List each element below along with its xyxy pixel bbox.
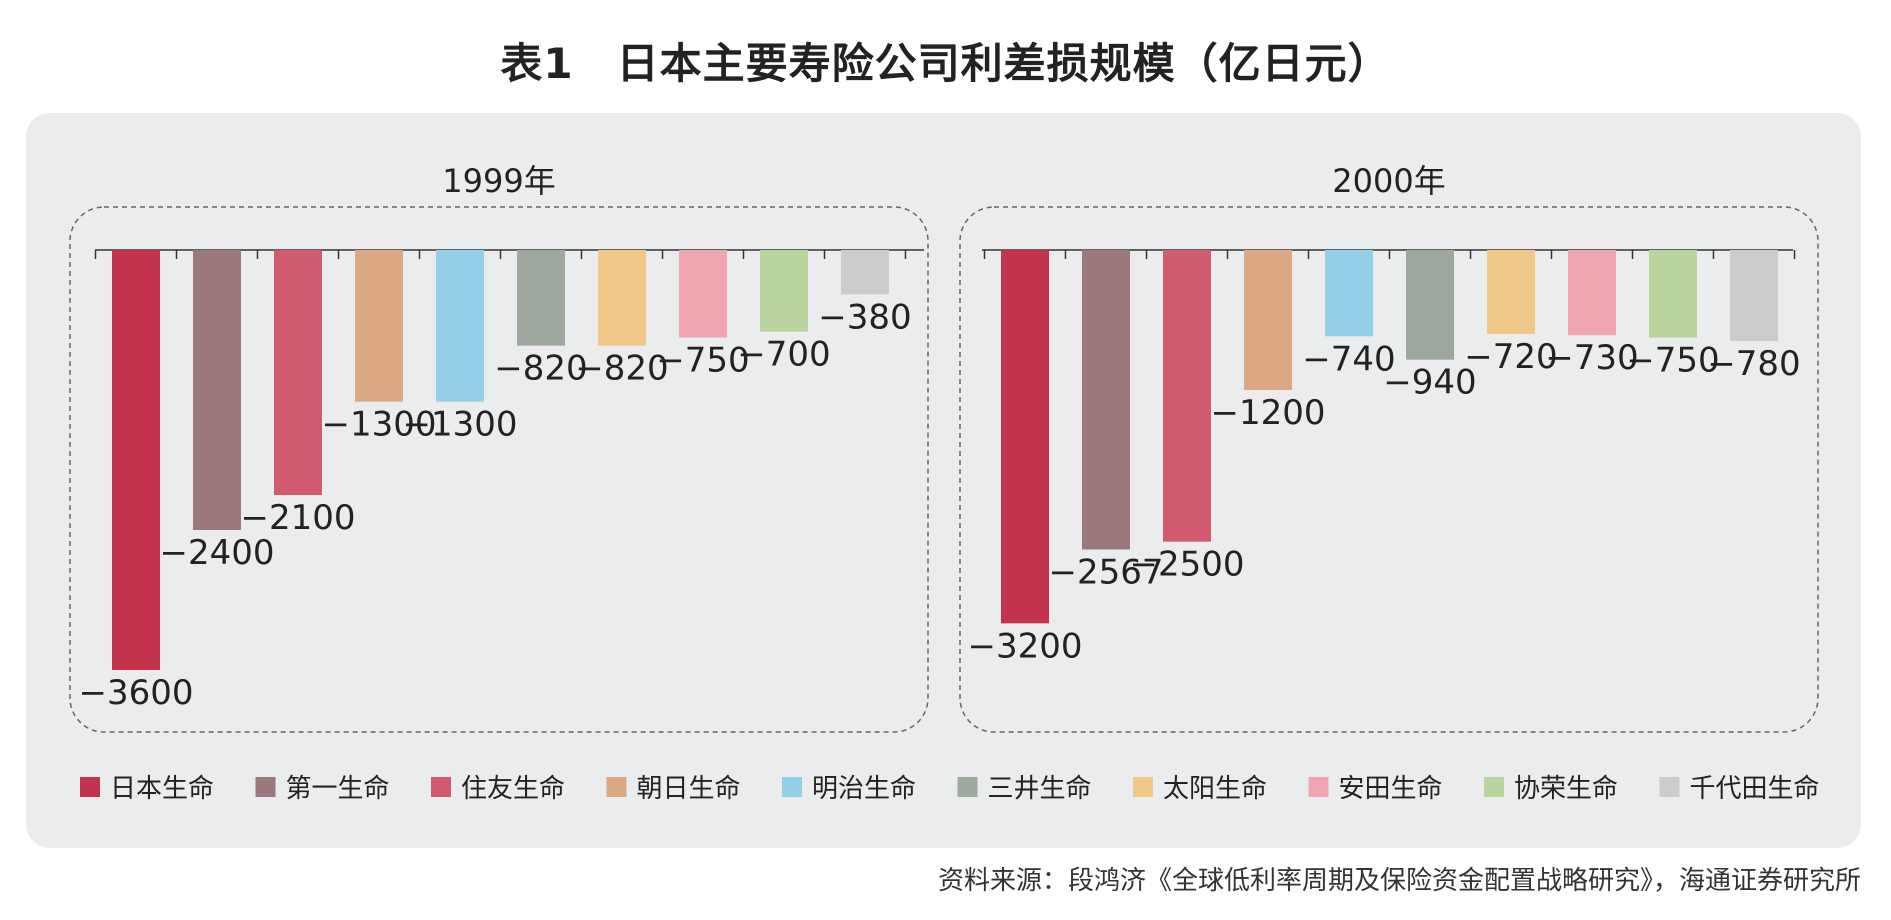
data-label-1-3: −1200 [1210,393,1325,433]
bar-0-1 [193,250,241,530]
data-label-1-0: −3200 [967,626,1082,666]
legend-label-8: 协荣生命 [1514,774,1618,804]
data-label-0-2: −2100 [240,498,355,538]
legend-label-5: 三井生命 [988,774,1092,804]
panel-title-1: 2000年 [1332,162,1445,200]
bar-0-5 [517,250,565,346]
legend-label-9: 千代田生命 [1690,774,1820,804]
data-label-0-0: −3600 [78,673,193,713]
bar-1-1 [1082,250,1130,550]
chart-title: 表1 日本主要寿险公司利差损规模（亿日元） [500,39,1391,88]
data-label-0-7: −750 [656,341,749,381]
source-note: 资料来源：段鸿济《全球低利率周期及保险资金配置战略研究》，海通证券研究所 [937,866,1861,896]
data-label-0-6: −820 [575,349,668,389]
bar-1-5 [1406,250,1454,360]
bar-1-6 [1487,250,1535,334]
data-label-1-1: −2567 [1048,552,1163,592]
bar-0-0 [112,250,160,670]
legend-swatch-1 [255,777,276,797]
legend-label-6: 太阳生命 [1163,774,1267,804]
panel-frame-0 [69,206,929,733]
legend-swatch-3 [606,777,627,797]
bar-0-9 [841,250,889,295]
legend-swatch-0 [80,777,100,797]
data-label-1-7: −730 [1545,338,1638,378]
bar-1-4 [1325,250,1373,337]
bar-1-9 [1730,250,1778,341]
data-label-1-9: −780 [1707,344,1800,384]
data-label-0-3: −1300 [321,405,436,445]
bar-0-8 [760,250,808,332]
bar-1-8 [1649,250,1697,338]
legend-label-4: 明治生命 [812,774,916,804]
data-label-1-5: −940 [1383,363,1476,403]
panel-frame-1 [959,206,1819,733]
data-label-0-8: −700 [737,335,830,375]
bar-0-7 [679,250,727,338]
data-label-1-2: −2500 [1129,545,1244,585]
bar-1-3 [1244,250,1292,390]
data-label-1-6: −720 [1464,337,1557,377]
legend-swatch-6 [1133,777,1153,797]
data-label-0-9: −380 [818,297,911,337]
data-label-0-4: −1300 [402,405,517,445]
data-label-1-8: −750 [1626,341,1719,381]
bar-0-4 [436,250,484,402]
legend-label-1: 第一生命 [286,774,390,804]
bar-1-2 [1163,250,1211,542]
bar-1-0 [1001,250,1049,624]
legend-swatch-2 [431,777,451,797]
legend-label-0: 日本生命 [110,774,214,804]
bar-0-3 [355,250,403,402]
legend-label-2: 住友生命 [461,774,565,804]
legend-label-7: 安田生命 [1339,774,1443,804]
panel-title-0: 1999年 [442,162,555,200]
legend-swatch-8 [1484,777,1504,797]
bar-0-6 [598,250,646,346]
data-label-1-4: −740 [1302,339,1395,379]
chart-panel [26,113,1861,848]
legend-swatch-4 [782,777,802,797]
legend-swatch-5 [957,777,978,797]
bar-1-7 [1568,250,1616,336]
data-label-0-5: −820 [494,349,587,389]
legend-label-3: 朝日生命 [637,774,741,804]
legend-swatch-9 [1659,777,1680,797]
legend-swatch-7 [1308,777,1329,797]
bar-0-2 [274,250,322,495]
data-label-0-1: −2400 [159,533,274,573]
